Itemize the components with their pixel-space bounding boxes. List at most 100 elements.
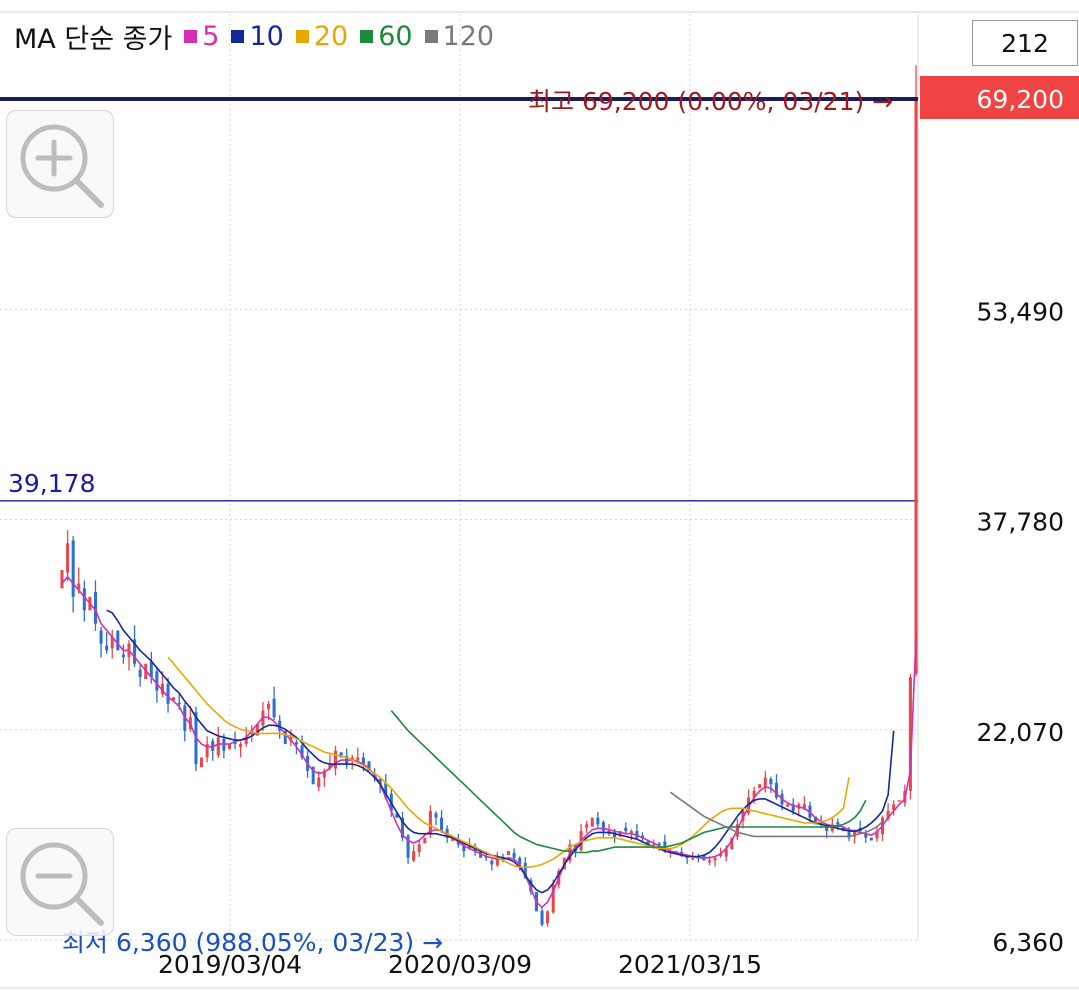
- candle-body: [853, 831, 857, 837]
- candle-body: [166, 683, 170, 704]
- candle-body: [875, 831, 879, 839]
- candle-body: [333, 750, 338, 769]
- candle-body: [328, 764, 332, 769]
- candle-body: [836, 822, 840, 825]
- candle-body: [60, 570, 64, 589]
- ma5-line: [61, 575, 917, 909]
- candle-body: [294, 742, 298, 745]
- candle-body: [278, 720, 282, 731]
- candle-body: [897, 800, 901, 802]
- candle-body: [719, 853, 723, 856]
- candle-body: [523, 862, 527, 878]
- candle-body: [624, 827, 628, 832]
- candle-body: [116, 630, 120, 651]
- candle-body: [769, 778, 773, 785]
- candle-body: [417, 844, 421, 853]
- candle-body: [311, 766, 315, 785]
- candle-body: [434, 813, 438, 818]
- candle-body: [495, 857, 499, 866]
- candle-body: [640, 835, 645, 838]
- zoom-out-button[interactable]: [6, 828, 114, 936]
- legend-item-ma10[interactable]: 10: [231, 20, 284, 52]
- candle-body: [395, 813, 399, 818]
- ma10-swatch: [231, 29, 245, 43]
- y-tick-label: 53,490: [977, 297, 1064, 326]
- ma60-swatch: [360, 29, 374, 43]
- legend-item-ma120[interactable]: 120: [424, 20, 495, 52]
- candle-body: [802, 804, 806, 808]
- ma120-label: 120: [442, 20, 495, 52]
- x-tick-label: 2020/03/09: [388, 950, 532, 979]
- candle-body: [339, 752, 343, 758]
- candle-body: [613, 832, 617, 838]
- y-tick-label: 37,780: [977, 508, 1064, 537]
- candle-body: [93, 592, 98, 624]
- candle-body: [551, 884, 555, 913]
- candle-body: [601, 822, 605, 832]
- candle-body: [652, 844, 656, 846]
- candle-body: [423, 837, 427, 844]
- candle-body: [892, 804, 896, 810]
- candle-body: [138, 669, 142, 678]
- legend-item-ma60[interactable]: 60: [360, 20, 413, 52]
- candle-body: [105, 645, 109, 651]
- candle-body: [378, 778, 382, 785]
- current-price-label: 69,200: [977, 85, 1064, 114]
- candle-body: [300, 745, 304, 758]
- candle-body: [82, 588, 86, 611]
- ma60-line: [390, 710, 867, 854]
- candle-body: [774, 782, 778, 798]
- candle-body: [814, 816, 818, 825]
- candle-body: [266, 703, 271, 709]
- candle-body: [713, 857, 717, 861]
- ma120-swatch: [424, 29, 438, 43]
- candle-body: [847, 832, 851, 838]
- ma20-line: [167, 656, 850, 868]
- legend-item-ma5[interactable]: 5: [184, 21, 219, 52]
- candle-body: [451, 837, 455, 841]
- legend-item-ma20[interactable]: 20: [295, 21, 348, 52]
- candle-body: [177, 702, 181, 705]
- candle-body: [707, 860, 712, 863]
- candle-body: [546, 911, 550, 924]
- current-price-box: [920, 76, 1079, 119]
- candle-body: [172, 697, 176, 701]
- candle-body: [758, 784, 762, 789]
- zoom-in-icon: [20, 124, 104, 208]
- y-tick-label: 6,360: [992, 928, 1064, 957]
- candle-body: [741, 810, 745, 822]
- zoom-in-button[interactable]: [6, 110, 114, 218]
- x-tick-label: 2019/03/04: [158, 950, 302, 979]
- candle-body: [350, 757, 354, 760]
- ma5-label: 5: [202, 20, 220, 52]
- candle-body: [529, 880, 533, 892]
- period-input[interactable]: 212: [972, 20, 1078, 66]
- candle-body: [406, 835, 410, 858]
- candle-body: [819, 821, 823, 825]
- candle-body: [691, 857, 695, 860]
- candle-body: [685, 856, 689, 859]
- high-annotation: 최고 69,200 (0.00%, 03/21) →: [528, 87, 893, 116]
- candle-body: [317, 777, 321, 787]
- candle-body: [200, 757, 204, 768]
- candle-body: [77, 583, 81, 590]
- candle-body: [786, 804, 790, 807]
- candle-body: [272, 698, 276, 718]
- candle-body: [730, 837, 734, 850]
- ma60-label: 60: [378, 20, 413, 52]
- candle-body: [596, 817, 600, 825]
- candle-body: [428, 810, 432, 835]
- period-value: 212: [1001, 28, 1049, 58]
- candle-body: [71, 540, 75, 597]
- candle-body: [110, 637, 114, 649]
- candle-body: [356, 757, 360, 761]
- candle-body: [227, 744, 231, 750]
- ma120-line: [669, 791, 884, 838]
- candle-body: [657, 843, 661, 845]
- candle-body: [322, 770, 326, 778]
- ma10-label: 10: [249, 20, 284, 52]
- candle-body: [361, 757, 365, 765]
- candle-body: [490, 860, 494, 865]
